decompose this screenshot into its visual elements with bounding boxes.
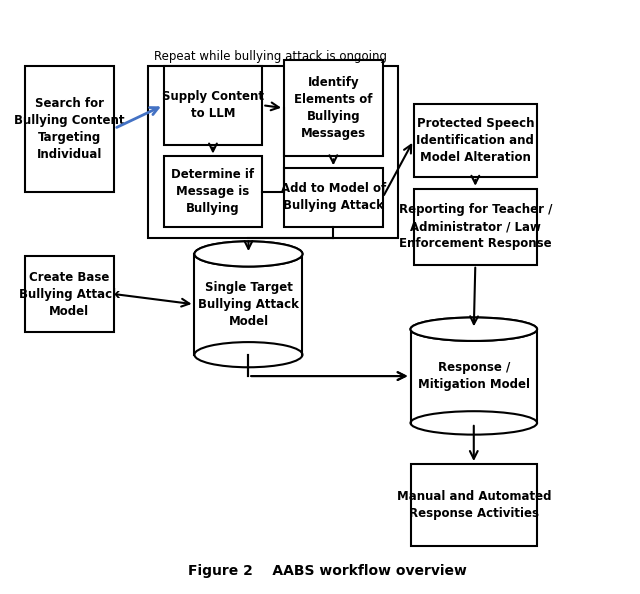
Text: Add to Model of
Bullying Attack: Add to Model of Bullying Attack [281,182,386,213]
Bar [413,104,537,177]
Bar [148,66,398,238]
Text: Manual and Automated
Response Activities: Manual and Automated Response Activities [397,490,551,520]
Bar [413,189,537,265]
Ellipse shape [195,241,303,267]
Bar [195,254,303,355]
Bar [25,66,114,192]
Text: Figure 2    AABS workflow overview: Figure 2 AABS workflow overview [188,564,467,578]
Bar [284,168,383,227]
Ellipse shape [410,318,537,341]
Ellipse shape [410,411,537,435]
Bar [284,60,383,156]
Text: Create Base
Bullying Attack
Model: Create Base Bullying Attack Model [19,271,120,318]
Text: Single Target
Bullying Attack
Model: Single Target Bullying Attack Model [198,281,299,328]
Text: Protected Speech
Identification and
Model Alteration: Protected Speech Identification and Mode… [417,117,534,164]
Text: Determine if
Message is
Bullying: Determine if Message is Bullying [172,168,255,215]
Text: Search for
Bullying Content
Targeting
Individual: Search for Bullying Content Targeting In… [14,97,125,160]
Text: Identify
Elements of
Bullying
Messages: Identify Elements of Bullying Messages [294,76,372,140]
Ellipse shape [195,342,303,367]
Ellipse shape [195,241,303,267]
Text: Supply Content
to LLM: Supply Content to LLM [162,90,264,120]
Bar [164,66,262,145]
Text: Response /
Mitigation Model: Response / Mitigation Model [418,361,530,391]
Text: Repeat while bullying attack is ongoing: Repeat while bullying attack is ongoing [154,50,387,63]
Text: Reporting for Teacher /
Administrator / Law
Enforcement Response: Reporting for Teacher / Administrator / … [399,203,552,250]
Bar [164,156,262,227]
Ellipse shape [410,318,537,341]
Bar [410,329,537,423]
Bar [25,256,114,332]
Bar [410,464,537,546]
